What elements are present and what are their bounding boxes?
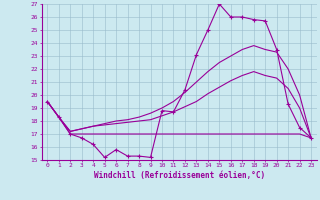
X-axis label: Windchill (Refroidissement éolien,°C): Windchill (Refroidissement éolien,°C) — [94, 171, 265, 180]
